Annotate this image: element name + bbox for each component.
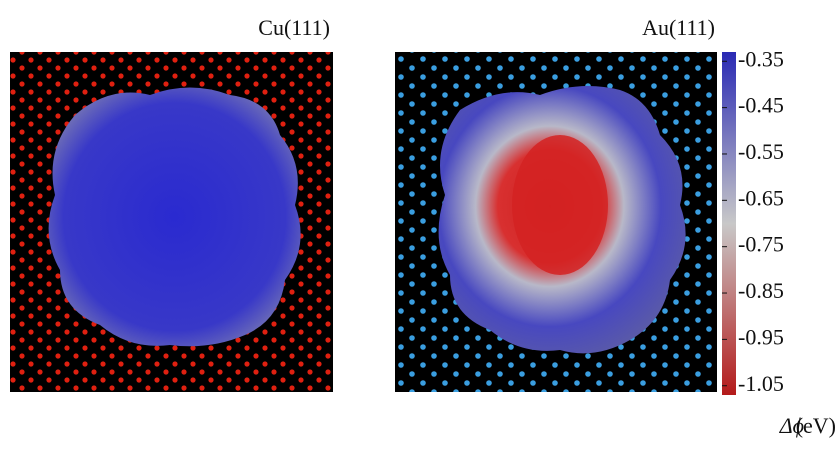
- tick-label: -0.55: [738, 139, 784, 164]
- panel-label: Cu(111): [258, 15, 330, 40]
- tick-label: -0.95: [738, 324, 784, 349]
- colorbar: [722, 52, 736, 395]
- figure: Cu(111) Au(111) Δϕ (eV) -0.35-0.45-0.55-…: [0, 0, 838, 457]
- tick-label: -0.75: [738, 232, 784, 257]
- red-region: [512, 135, 608, 275]
- colorbar-unit: (eV): [796, 413, 836, 438]
- tick-label: -0.65: [738, 185, 784, 210]
- tick-label: -1.05: [738, 371, 784, 396]
- tick-label: -0.85: [738, 278, 784, 303]
- molecule-surface: [49, 88, 301, 347]
- page: Cu(111) Au(111) Δϕ (eV) -0.35-0.45-0.55-…: [0, 0, 838, 462]
- tick-label: -0.35: [738, 46, 784, 71]
- tick-label: -0.45: [738, 93, 784, 118]
- panel-label: Au(111): [642, 15, 715, 40]
